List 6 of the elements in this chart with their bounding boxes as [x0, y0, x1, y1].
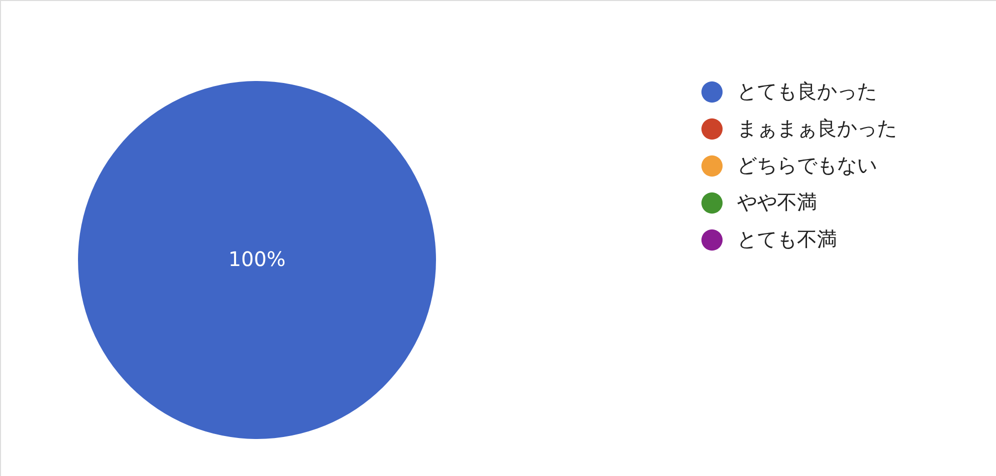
data-label: 100%: [228, 247, 286, 271]
legend-label: とても不満: [737, 227, 837, 251]
legend-label: やや不満: [737, 190, 817, 214]
legend-label: まぁまぁ良かった: [737, 116, 897, 140]
legend-label: とても良かった: [737, 79, 877, 103]
legend-label: どちらでもない: [737, 153, 877, 177]
